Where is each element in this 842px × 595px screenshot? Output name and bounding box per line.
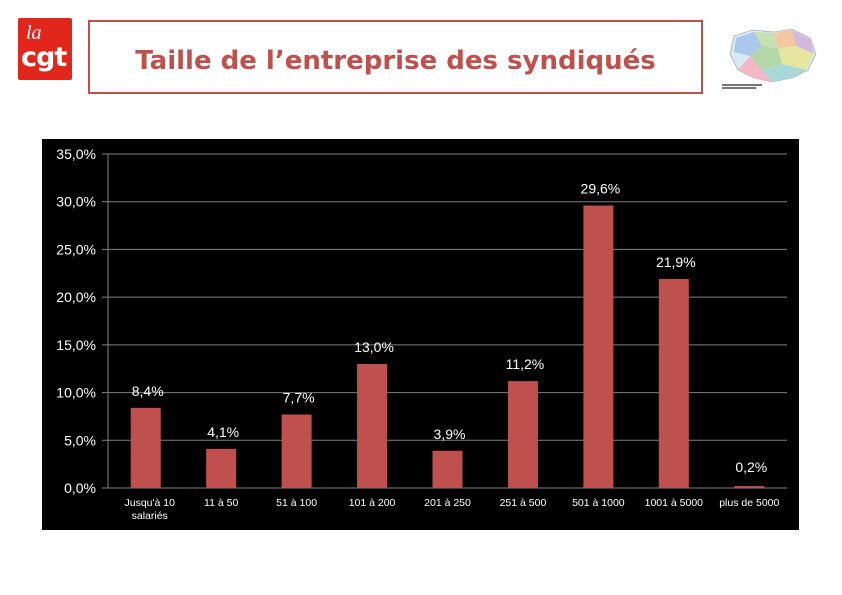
data-label: 0,2%: [735, 459, 767, 475]
bar-2: [206, 448, 237, 488]
x-tick-label: 201 à 250: [424, 497, 471, 509]
y-tick-label: 25,0%: [56, 241, 96, 257]
y-tick-label: 15,0%: [56, 337, 96, 353]
data-label: 7,7%: [283, 390, 315, 406]
bar-8: [658, 279, 689, 488]
bar-7: [583, 205, 614, 488]
data-label: 11,2%: [506, 356, 545, 372]
data-label: 13,0%: [354, 339, 394, 355]
y-tick-label: 5,0%: [64, 432, 96, 448]
data-label: 3,9%: [434, 426, 466, 442]
y-tick-label: 30,0%: [56, 194, 96, 210]
x-tick-label: Jusqu'à 10 salariés: [124, 497, 175, 522]
y-tick-label: 35,0%: [56, 146, 96, 162]
data-label: 4,1%: [207, 424, 239, 440]
data-label: 8,4%: [132, 383, 164, 399]
x-tick-label: plus de 5000: [719, 497, 779, 509]
bar-1: [130, 407, 161, 488]
y-tick-label: 0,0%: [64, 480, 96, 496]
x-tick-label: 1001 à 5000: [645, 497, 704, 509]
logo-la-text: la: [26, 22, 42, 44]
x-tick-label: 101 à 200: [349, 497, 396, 509]
bar-6: [507, 381, 538, 488]
y-tick-label: 20,0%: [56, 289, 96, 305]
y-tick-label: 10,0%: [56, 385, 96, 401]
x-tick-label: 11 à 50: [204, 497, 238, 509]
bar-5: [432, 450, 463, 488]
title-frame: Taille de l’entreprise des syndiqués: [88, 20, 703, 94]
bar-4: [357, 363, 388, 488]
bar-3: [281, 414, 312, 488]
logo-cgt-text: cgt: [21, 42, 67, 73]
cgt-logo: la cgt: [18, 18, 72, 80]
data-label: 29,6%: [581, 181, 621, 197]
data-label: 21,9%: [656, 254, 696, 270]
x-tick-label: 501 à 1000: [572, 497, 625, 509]
page-title: Taille de l’entreprise des syndiqués: [135, 46, 656, 76]
region-map-icon: [722, 28, 817, 89]
x-tick-label: 251 à 500: [500, 497, 547, 509]
x-tick-label: 51 à 100: [276, 497, 317, 509]
bar-9: [734, 486, 765, 488]
